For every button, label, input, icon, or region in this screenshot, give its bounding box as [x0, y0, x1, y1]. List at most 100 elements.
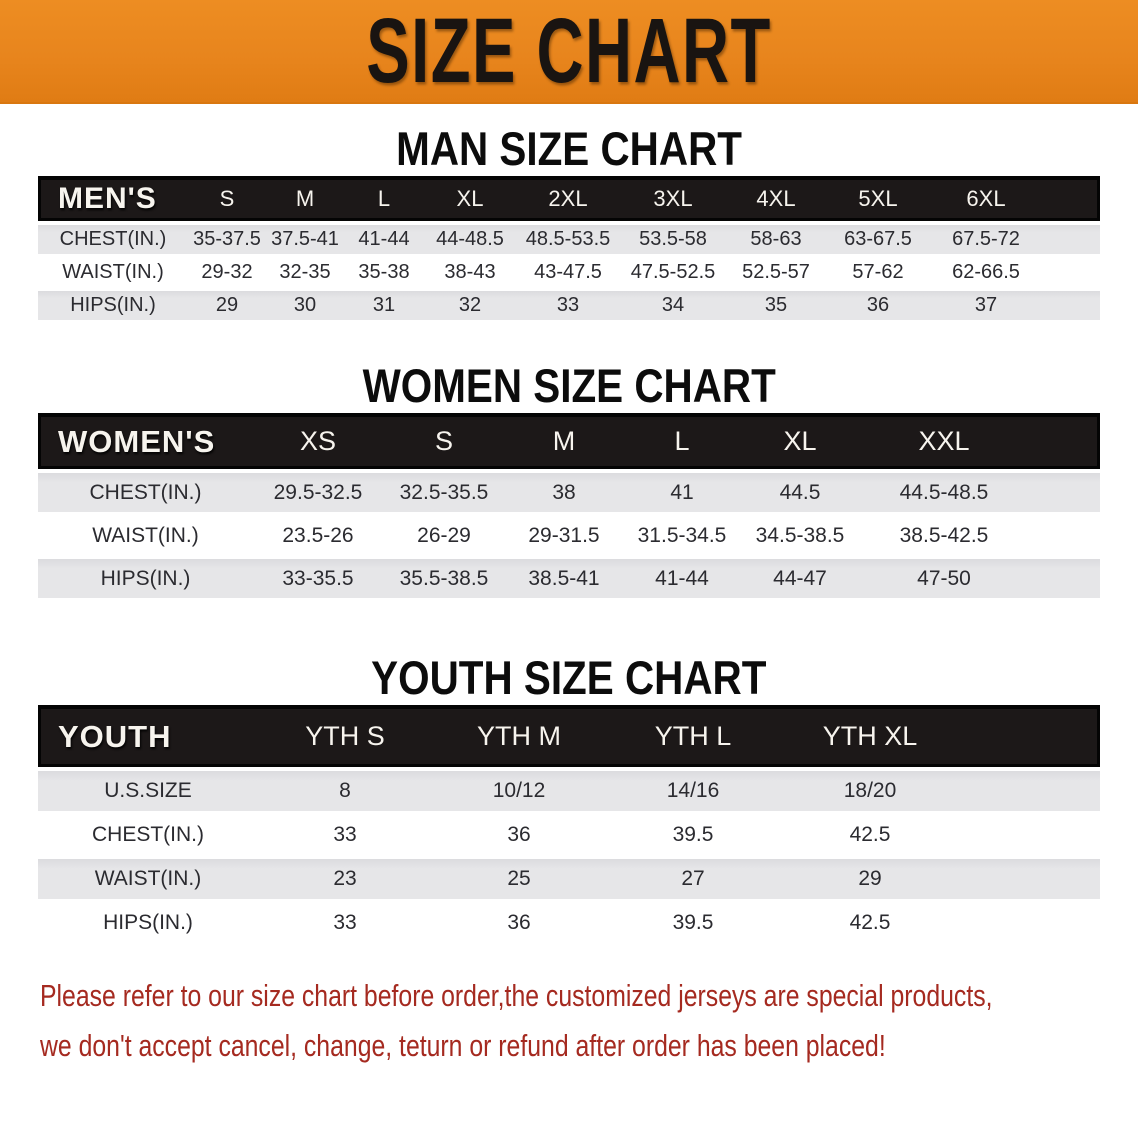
filler-cell [960, 815, 1100, 855]
women-section-title-text: WOMEN SIZE CHART [362, 359, 776, 412]
size-value: 10/12 [432, 771, 606, 811]
size-value: 53.5-58 [620, 225, 726, 254]
column-header: L [623, 413, 741, 469]
size-value: 34.5-38.5 [741, 516, 859, 555]
banner: SIZE CHART [0, 0, 1138, 104]
table-row: U.S.SIZE 8 10/12 14/16 18/20 [38, 771, 1100, 811]
filler-cell [960, 903, 1100, 943]
youth-size-table: YOUTH YTH S YTH M YTH L YTH XL U.S.SIZE 8 10/12… [38, 701, 1100, 947]
women-size-table: WOMEN'S XS S M L XL XXL CHEST(IN.) 29.5-32.5 32.5… [38, 409, 1100, 602]
row-label: CHEST(IN.) [38, 815, 258, 855]
column-header: L [344, 176, 424, 221]
size-value: 35.5-38.5 [383, 559, 505, 598]
filler-cell [1042, 291, 1100, 320]
row-label: HIPS(IN.) [38, 559, 253, 598]
column-header: 5XL [826, 176, 930, 221]
column-header: S [383, 413, 505, 469]
size-value: 27 [606, 859, 780, 899]
table-row: WAIST(IN.) 23 25 27 29 [38, 859, 1100, 899]
filler-cell [960, 859, 1100, 899]
filler-cell [1029, 413, 1100, 469]
size-value: 48.5-53.5 [516, 225, 620, 254]
table-row: WAIST(IN.) 29-32 32-35 35-38 38-43 43-47.5 47.… [38, 258, 1100, 287]
column-header: 4XL [726, 176, 826, 221]
row-label: WAIST(IN.) [38, 859, 258, 899]
size-value: 42.5 [780, 815, 960, 855]
size-value: 31 [344, 291, 424, 320]
size-value: 37.5-41 [266, 225, 344, 254]
size-value: 44-47 [741, 559, 859, 598]
size-value: 39.5 [606, 903, 780, 943]
table-row: CHEST(IN.) 29.5-32.5 32.5-35.5 38 41 44.5 44.5… [38, 473, 1100, 512]
column-header: 6XL [930, 176, 1042, 221]
size-value: 35 [726, 291, 826, 320]
column-header: XS [253, 413, 383, 469]
size-value: 57-62 [826, 258, 930, 287]
men-size-table: MEN'S S M L XL 2XL 3XL 4XL 5XL 6XL CHEST(IN.) 35-37… [38, 172, 1100, 324]
size-value: 30 [266, 291, 344, 320]
size-value: 32-35 [266, 258, 344, 287]
column-header: YTH M [432, 705, 606, 767]
size-value: 52.5-57 [726, 258, 826, 287]
size-value: 38 [505, 473, 623, 512]
size-value: 35-37.5 [188, 225, 266, 254]
size-value: 38.5-42.5 [859, 516, 1029, 555]
table-corner-label: YOUTH [38, 705, 258, 767]
size-value: 32 [424, 291, 516, 320]
column-header: M [266, 176, 344, 221]
table-corner-label: MEN'S [38, 176, 188, 221]
youth-section-title-text: YOUTH SIZE CHART [371, 651, 767, 704]
men-section-title: MAN SIZE CHART [0, 125, 1138, 172]
size-value: 37 [930, 291, 1042, 320]
column-header: S [188, 176, 266, 221]
size-value: 33 [258, 815, 432, 855]
size-value: 18/20 [780, 771, 960, 811]
size-value: 39.5 [606, 815, 780, 855]
disclaimer-line-2: we don't accept cancel, change, teturn o… [40, 1028, 886, 1063]
filler-cell [960, 705, 1100, 767]
table-row: WAIST(IN.) 23.5-26 26-29 29-31.5 31.5-34.5 34… [38, 516, 1100, 555]
size-value: 44-48.5 [424, 225, 516, 254]
table-row: HIPS(IN.) 33 36 39.5 42.5 [38, 903, 1100, 943]
size-value: 41-44 [623, 559, 741, 598]
row-label: CHEST(IN.) [38, 473, 253, 512]
row-label: U.S.SIZE [38, 771, 258, 811]
size-value: 34 [620, 291, 726, 320]
column-header: YTH L [606, 705, 780, 767]
column-header: 2XL [516, 176, 620, 221]
size-value: 8 [258, 771, 432, 811]
table-row: HIPS(IN.) 33-35.5 35.5-38.5 38.5-41 41-44 44-… [38, 559, 1100, 598]
men-section-title-text: MAN SIZE CHART [396, 122, 742, 175]
size-value: 29 [188, 291, 266, 320]
youth-section-title: YOUTH SIZE CHART [0, 654, 1138, 701]
size-value: 44.5-48.5 [859, 473, 1029, 512]
size-value: 41 [623, 473, 741, 512]
size-value: 32.5-35.5 [383, 473, 505, 512]
row-label: WAIST(IN.) [38, 516, 253, 555]
size-value: 62-66.5 [930, 258, 1042, 287]
size-value: 58-63 [726, 225, 826, 254]
table-row: CHEST(IN.) 33 36 39.5 42.5 [38, 815, 1100, 855]
size-value: 23.5-26 [253, 516, 383, 555]
women-section-title: WOMEN SIZE CHART [0, 362, 1138, 409]
size-value: 41-44 [344, 225, 424, 254]
size-value: 44.5 [741, 473, 859, 512]
size-value: 14/16 [606, 771, 780, 811]
size-value: 33 [258, 903, 432, 943]
size-value: 33 [516, 291, 620, 320]
table-row: CHEST(IN.) 35-37.5 37.5-41 41-44 44-48.5 48.5… [38, 225, 1100, 254]
filler-cell [1029, 559, 1100, 598]
column-header: 3XL [620, 176, 726, 221]
size-value: 33-35.5 [253, 559, 383, 598]
size-value: 29-31.5 [505, 516, 623, 555]
size-value: 29 [780, 859, 960, 899]
size-value: 29-32 [188, 258, 266, 287]
size-value: 47.5-52.5 [620, 258, 726, 287]
size-value: 23 [258, 859, 432, 899]
table-row: HIPS(IN.) 29 30 31 32 33 34 35 36 37 [38, 291, 1100, 320]
filler-cell [1042, 258, 1100, 287]
size-value: 38.5-41 [505, 559, 623, 598]
disclaimer: Please refer to our size chart before or… [40, 971, 1138, 1071]
size-value: 47-50 [859, 559, 1029, 598]
size-value: 36 [432, 815, 606, 855]
